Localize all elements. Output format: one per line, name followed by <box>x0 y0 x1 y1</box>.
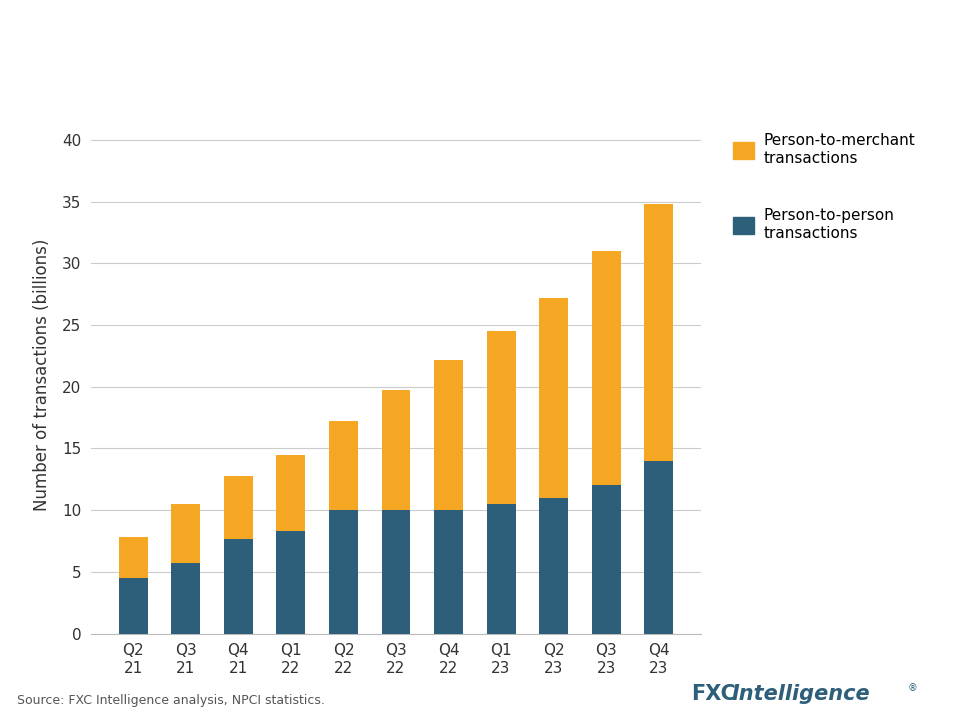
Bar <box>224 476 252 539</box>
Bar <box>276 454 305 531</box>
Bar <box>434 359 463 510</box>
Bar <box>487 331 516 504</box>
Text: Source: FXC Intelligence analysis, NPCI statistics.: Source: FXC Intelligence analysis, NPCI … <box>17 694 325 707</box>
Bar <box>591 251 620 485</box>
Bar <box>591 485 620 634</box>
Bar <box>119 537 148 578</box>
Bar <box>540 298 568 498</box>
Y-axis label: Number of transactions (billions): Number of transactions (billions) <box>33 238 51 510</box>
Bar <box>172 563 201 634</box>
Bar <box>381 510 411 634</box>
Text: Merchants see growing share of overall UPI transaction volumes: Merchants see growing share of overall U… <box>15 34 960 62</box>
Bar <box>540 498 568 634</box>
Text: UPI quarterly transactions split by transaction type, 2021-2023: UPI quarterly transactions split by tran… <box>15 61 585 79</box>
Bar <box>434 510 463 634</box>
Text: Intelligence: Intelligence <box>732 684 870 704</box>
Bar <box>119 578 148 634</box>
Bar <box>172 504 201 563</box>
Text: ®: ® <box>907 683 917 693</box>
Bar <box>224 539 252 634</box>
Bar <box>487 504 516 634</box>
Bar <box>329 510 358 634</box>
Bar <box>644 461 673 634</box>
Text: FXC: FXC <box>691 684 736 704</box>
Legend: Person-to-merchant
transactions, Person-to-person
transactions: Person-to-merchant transactions, Person-… <box>732 133 915 240</box>
Bar <box>381 390 411 510</box>
Bar <box>329 421 358 510</box>
Bar <box>644 204 673 461</box>
Bar <box>276 531 305 634</box>
